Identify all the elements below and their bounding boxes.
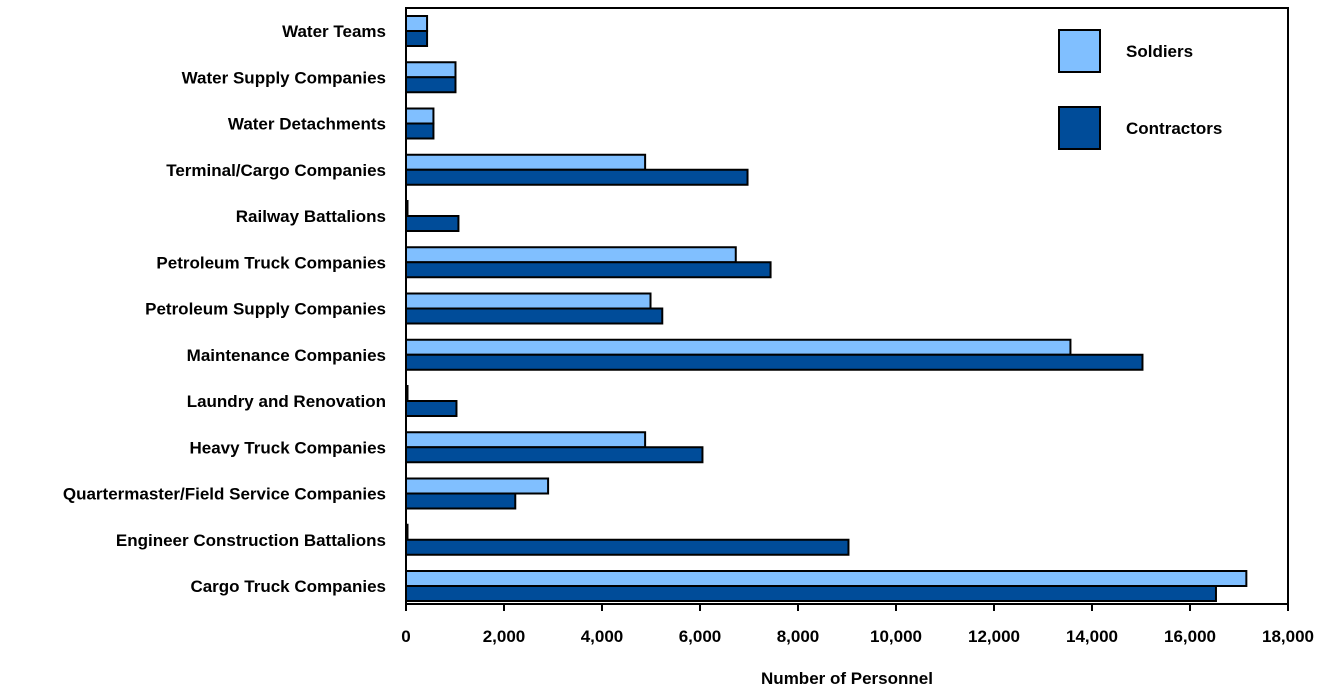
bar-contractors-petroleum-supply-companies bbox=[405, 307, 664, 325]
x-tick-label: 2,000 bbox=[483, 627, 526, 646]
category-label-engineer-construction-battalions: Engineer Construction Battalions bbox=[116, 531, 386, 550]
bar-soldiers-terminal-cargo-companies bbox=[405, 153, 647, 171]
x-tick-label: 12,000 bbox=[968, 627, 1020, 646]
bar-soldiers-heavy-truck-companies bbox=[405, 431, 647, 449]
bar-contractors-quartermaster-field-service-companies bbox=[405, 492, 517, 510]
bar-soldiers-water-teams bbox=[405, 15, 429, 32]
plot-area-frame bbox=[405, 7, 1289, 605]
category-label-water-teams: Water Teams bbox=[282, 22, 386, 41]
bar-contractors-petroleum-truck-companies bbox=[405, 261, 772, 279]
bar-contractors-heavy-truck-companies bbox=[405, 446, 704, 464]
category-label-laundry-and-renovation: Laundry and Renovation bbox=[187, 392, 386, 411]
x-tick-label: 4,000 bbox=[581, 627, 624, 646]
bar-soldiers-water-supply-companies bbox=[405, 61, 457, 79]
x-tick-label: 10,000 bbox=[870, 627, 922, 646]
bar-soldiers-water-detachments bbox=[405, 107, 435, 125]
bar-soldiers-quartermaster-field-service-companies bbox=[405, 477, 550, 495]
legend: Soldiers Contractors bbox=[1058, 29, 1222, 150]
category-label-petroleum-supply-companies: Petroleum Supply Companies bbox=[145, 300, 386, 319]
category-labels: Water Teams Water Supply Companies Water D… bbox=[63, 22, 386, 596]
bars-layer bbox=[405, 15, 1248, 602]
category-label-maintenance-companies: Maintenance Companies bbox=[187, 346, 386, 365]
category-label-petroleum-truck-companies: Petroleum Truck Companies bbox=[156, 253, 386, 272]
bar-contractors-water-teams bbox=[405, 30, 429, 47]
x-tick-label: 6,000 bbox=[679, 627, 722, 646]
x-tick-label: 18,000 bbox=[1262, 627, 1314, 646]
category-label-heavy-truck-companies: Heavy Truck Companies bbox=[189, 438, 386, 457]
bar-soldiers-petroleum-supply-companies bbox=[405, 292, 652, 310]
x-tick-label: 8,000 bbox=[777, 627, 820, 646]
legend-label-contractors: Contractors bbox=[1126, 119, 1222, 138]
bar-contractors-terminal-cargo-companies bbox=[405, 168, 749, 186]
category-label-railway-battalions: Railway Battalions bbox=[236, 207, 386, 226]
bar-contractors-maintenance-companies bbox=[405, 353, 1144, 371]
x-tick-label: 0 bbox=[401, 627, 410, 646]
bar-soldiers-petroleum-truck-companies bbox=[405, 246, 737, 264]
legend-swatch-soldiers bbox=[1058, 29, 1101, 73]
bar-contractors-water-supply-companies bbox=[405, 76, 457, 94]
bar-contractors-engineer-construction-battalions bbox=[405, 538, 850, 556]
bar-contractors-water-detachments bbox=[405, 122, 435, 140]
legend-swatch-contractors bbox=[1058, 106, 1101, 150]
category-label-terminal-cargo-companies: Terminal/Cargo Companies bbox=[166, 161, 386, 180]
bar-soldiers-maintenance-companies bbox=[405, 338, 1072, 356]
bar-contractors-cargo-truck-companies bbox=[405, 585, 1217, 602]
x-tick-label: 14,000 bbox=[1066, 627, 1118, 646]
category-label-cargo-truck-companies: Cargo Truck Companies bbox=[190, 577, 386, 596]
legend-label-soldiers: Soldiers bbox=[1126, 42, 1193, 61]
category-label-water-supply-companies: Water Supply Companies bbox=[182, 68, 386, 87]
bar-soldiers-cargo-truck-companies bbox=[405, 570, 1248, 587]
bar-contractors-laundry-and-renovation bbox=[405, 400, 458, 417]
category-label-quartermaster-field-service-companies: Quartermaster/Field Service Companies bbox=[63, 485, 386, 504]
x-tick-label: 16,000 bbox=[1164, 627, 1216, 646]
x-axis-ticks: 0 2,000 4,000 6,000 8,000 10,000 12,000 14,000 1… bbox=[401, 604, 1314, 646]
category-label-water-detachments: Water Detachments bbox=[228, 115, 386, 134]
bar-contractors-railway-battalions bbox=[405, 215, 460, 232]
x-axis-title: Number of Personnel bbox=[761, 669, 933, 688]
